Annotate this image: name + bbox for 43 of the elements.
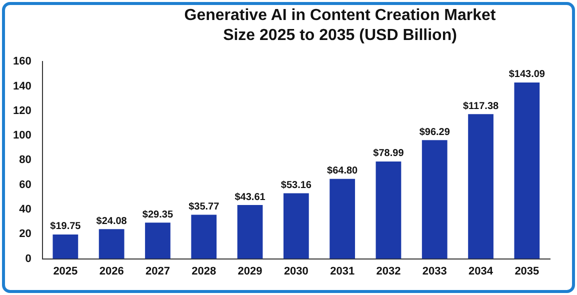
y-tick-label: 0 bbox=[25, 252, 32, 265]
y-tick-label: 40 bbox=[19, 204, 32, 216]
x-tick-label: 2025 bbox=[53, 265, 78, 278]
bar bbox=[191, 214, 217, 259]
x-tick-label: 2029 bbox=[238, 265, 262, 278]
x-tick-label: 2035 bbox=[514, 265, 540, 278]
bar bbox=[145, 222, 170, 259]
data-label: $19.75 bbox=[50, 221, 82, 232]
data-label: $43.61 bbox=[234, 192, 266, 203]
bar bbox=[376, 161, 402, 259]
data-label: $143.09 bbox=[508, 69, 546, 80]
chart-title: Generative AI in Content Creation Market Size 2025 to 2035 (USD Billion) bbox=[183, 6, 497, 46]
x-tick-label: 2033 bbox=[422, 265, 447, 278]
bar bbox=[98, 229, 124, 259]
bar bbox=[468, 114, 494, 259]
x-tick-label: 2026 bbox=[99, 265, 124, 278]
data-label: $64.80 bbox=[327, 166, 358, 177]
x-tick-label: 2034 bbox=[468, 265, 494, 278]
data-label: $29.35 bbox=[142, 209, 174, 220]
y-tick-label: 60 bbox=[19, 178, 32, 191]
data-label: $96.29 bbox=[419, 126, 450, 138]
bar bbox=[514, 82, 540, 259]
x-tick-label: 2030 bbox=[284, 265, 308, 278]
x-tick-label: 2032 bbox=[376, 265, 401, 278]
x-tick-label: 2027 bbox=[145, 265, 170, 278]
data-label: $117.38 bbox=[462, 100, 500, 112]
x-tick-label: 2031 bbox=[330, 265, 355, 278]
y-tick-label: 80 bbox=[19, 154, 32, 166]
data-label: $53.16 bbox=[280, 180, 312, 192]
data-label: $24.08 bbox=[96, 216, 128, 227]
bar bbox=[52, 234, 78, 259]
bar bbox=[422, 140, 448, 259]
data-label: $78.99 bbox=[373, 148, 404, 160]
y-tick-label: 120 bbox=[12, 104, 32, 117]
bar bbox=[237, 205, 263, 259]
x-tick-label: 2028 bbox=[192, 265, 216, 278]
bar bbox=[330, 178, 356, 259]
bar bbox=[283, 193, 309, 259]
y-tick-label: 20 bbox=[19, 228, 32, 240]
data-label: $35.77 bbox=[188, 201, 220, 212]
y-tick-label: 100 bbox=[12, 130, 32, 142]
y-tick-label: 140 bbox=[12, 80, 32, 92]
y-tick-label: 160 bbox=[12, 56, 32, 68]
